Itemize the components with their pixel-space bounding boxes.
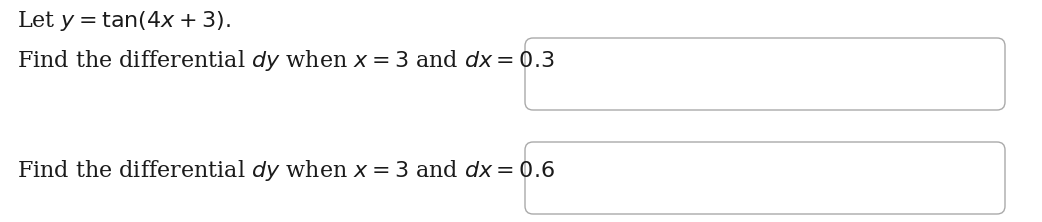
Text: Find the differential $dy$ when $x = 3$ and $dx = 0.3$: Find the differential $dy$ when $x = 3$ … [17,48,554,73]
Text: Let $y = \tan(4x + 3).$: Let $y = \tan(4x + 3).$ [17,9,230,33]
FancyBboxPatch shape [525,142,1004,214]
Text: Find the differential $dy$ when $x = 3$ and $dx = 0.6$: Find the differential $dy$ when $x = 3$ … [17,158,554,183]
FancyBboxPatch shape [525,38,1004,110]
